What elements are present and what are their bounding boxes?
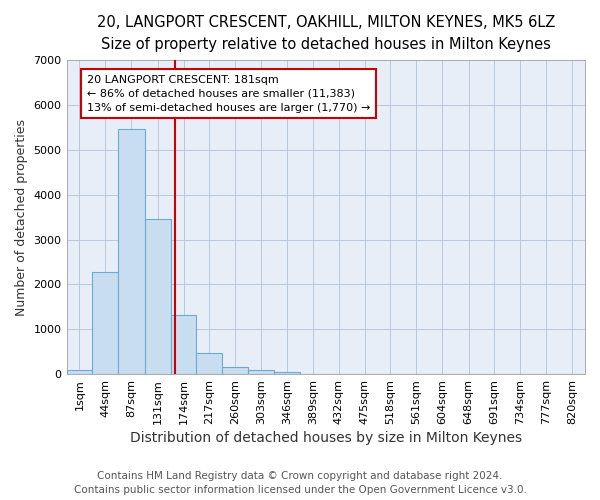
- Title: 20, LANGPORT CRESCENT, OAKHILL, MILTON KEYNES, MK5 6LZ
Size of property relative: 20, LANGPORT CRESCENT, OAKHILL, MILTON K…: [97, 15, 555, 52]
- X-axis label: Distribution of detached houses by size in Milton Keynes: Distribution of detached houses by size …: [130, 431, 522, 445]
- Bar: [248, 370, 274, 374]
- Bar: [145, 220, 170, 374]
- Bar: [118, 130, 145, 374]
- Text: Contains HM Land Registry data © Crown copyright and database right 2024.
Contai: Contains HM Land Registry data © Crown c…: [74, 471, 526, 495]
- Bar: [67, 370, 92, 374]
- Bar: [223, 367, 248, 374]
- Text: 20 LANGPORT CRESCENT: 181sqm
← 86% of detached houses are smaller (11,383)
13% o: 20 LANGPORT CRESCENT: 181sqm ← 86% of de…: [87, 74, 370, 112]
- Bar: [274, 372, 300, 374]
- Bar: [92, 272, 118, 374]
- Bar: [170, 316, 196, 374]
- Y-axis label: Number of detached properties: Number of detached properties: [15, 118, 28, 316]
- Bar: [196, 353, 223, 374]
